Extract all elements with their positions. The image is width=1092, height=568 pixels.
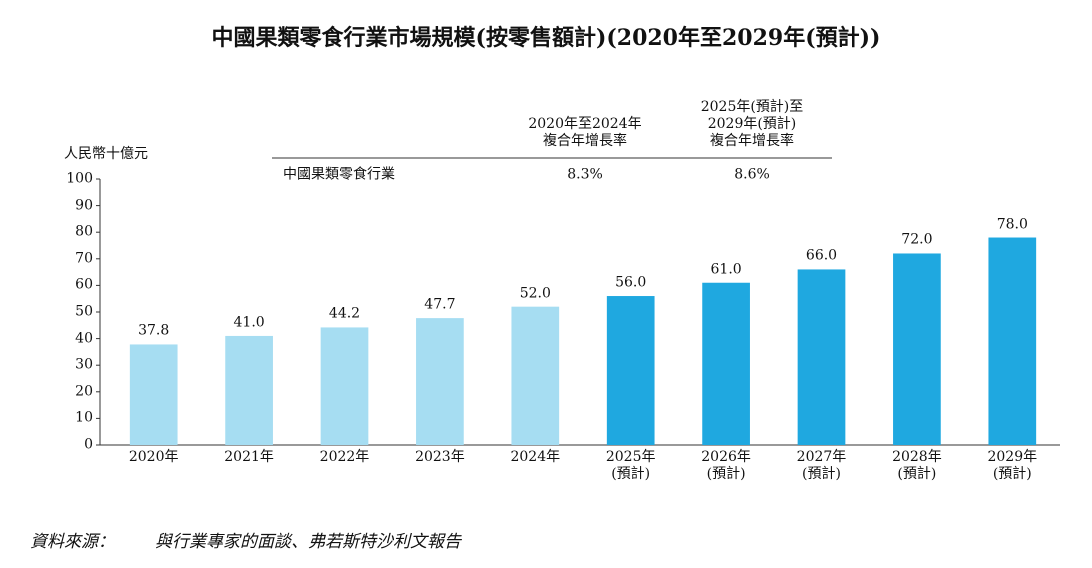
y-tick-label: 60: [75, 276, 93, 293]
value-label: 37.8: [138, 322, 170, 339]
value-label: 47.7: [424, 296, 456, 313]
y-tick-label: 80: [75, 223, 93, 240]
value-label: 52.0: [519, 285, 551, 302]
value-label: 41.0: [233, 314, 265, 331]
x-tick-label: 2021年: [224, 449, 274, 465]
value-label: 44.2: [328, 305, 361, 322]
y-tick-label: 90: [75, 197, 93, 214]
y-axis-label: 人民幣十億元: [64, 146, 148, 162]
source-label: 資料來源：: [30, 532, 115, 552]
x-tick-label: 2028年 (預計): [892, 449, 942, 482]
table-row-label: 中國果類零食行業: [283, 166, 395, 183]
x-tick-label: 2022年: [319, 449, 370, 465]
x-tick-label: 2020年: [128, 449, 179, 465]
x-tick-label: 2029年 (預計): [987, 449, 1038, 482]
value-label: 61.0: [710, 261, 742, 278]
value-label: 78.0: [996, 216, 1028, 233]
x-tick-label: 2026年 (預計): [701, 449, 751, 482]
y-tick-label: 50: [75, 303, 93, 320]
bar: [511, 306, 560, 445]
bar: [225, 335, 273, 445]
bar: [320, 327, 369, 445]
chart-title: 中國果類零食行業市場規模(按零售額計)(2020年至2029年(預計)): [211, 25, 881, 51]
y-tick-label: 40: [75, 330, 93, 347]
y-tick-label: 30: [75, 356, 93, 373]
bar: [988, 237, 1037, 445]
table-header: 2025年(預計)至 2029年(預計) 複合年增長率: [700, 99, 804, 149]
bar: [797, 269, 846, 445]
y-tick-label: 100: [66, 170, 93, 187]
value-label: 72.0: [901, 231, 933, 248]
table-cell: 8.6%: [734, 166, 770, 183]
bar: [893, 253, 941, 445]
value-label: 66.0: [805, 247, 838, 264]
bar: [129, 344, 178, 445]
x-tick-label: 2027年 (預計): [796, 449, 847, 482]
bar: [702, 282, 750, 445]
table-header: 2020年至2024年 複合年增長率: [528, 116, 642, 149]
x-tick-label: 2024年: [510, 449, 561, 465]
y-tick-label: 0: [84, 436, 93, 453]
source: 與行業專家的面談、弗若斯特沙利文報告: [155, 532, 461, 552]
x-tick-label: 2023年: [415, 449, 465, 465]
bar: [416, 318, 464, 445]
y-tick-label: 70: [75, 250, 93, 267]
x-tick-label: 2025年 (預計): [605, 449, 656, 482]
bar: [606, 296, 655, 445]
value-label: 56.0: [615, 274, 647, 291]
y-tick-label: 10: [75, 409, 93, 426]
table-cell: 8.3%: [567, 166, 603, 183]
y-tick-label: 20: [75, 383, 93, 400]
